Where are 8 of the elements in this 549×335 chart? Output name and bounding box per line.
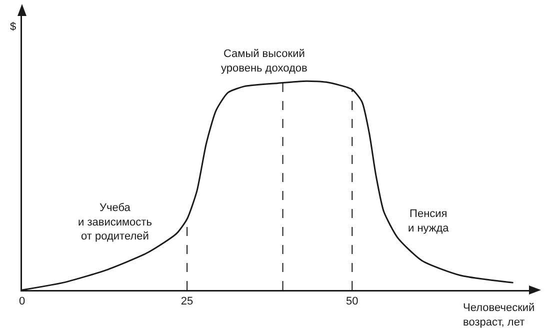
annotation: Учеба и зависимость от родителей <box>78 202 152 243</box>
x-tick-label: 50 <box>346 296 358 308</box>
annotation: Пенсия и нужда <box>408 208 450 234</box>
x-tick-label: 25 <box>180 296 194 308</box>
x-tick-label: 0 <box>18 296 26 308</box>
y-axis-title: $ <box>10 21 16 33</box>
text: Самый высокий уровень доходов <box>221 48 308 74</box>
x-axis-title: Человеческий возраст, лет <box>463 302 535 328</box>
